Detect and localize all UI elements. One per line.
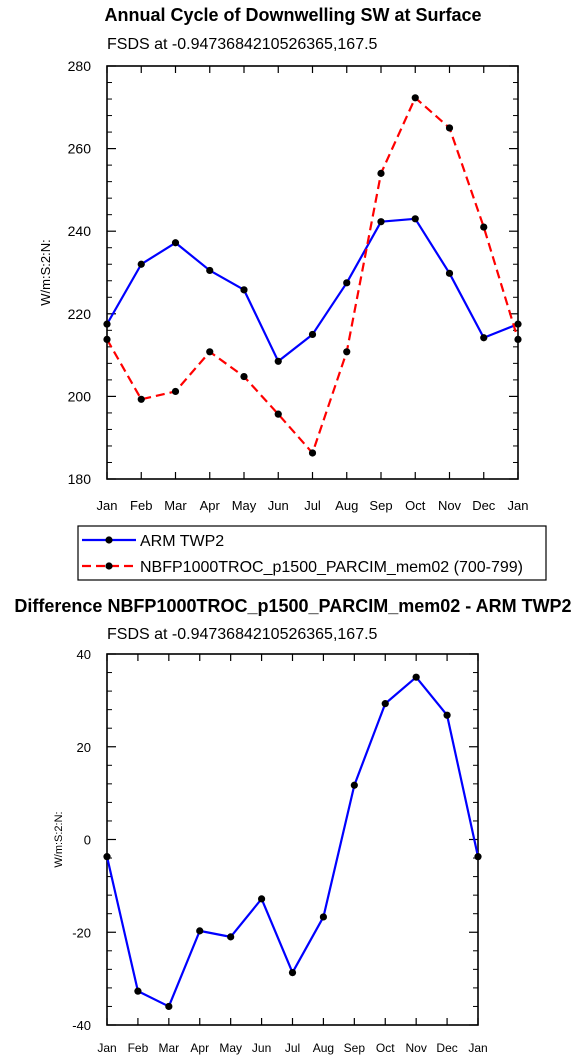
series-1-point — [474, 853, 482, 861]
series-1-point — [377, 218, 385, 226]
x-tick-label: Jun — [268, 498, 289, 513]
series-1-point — [381, 700, 389, 708]
series-2-point — [206, 348, 214, 356]
x-tick-label: Feb — [130, 498, 152, 513]
series-2-point — [171, 387, 180, 396]
chart2-subtitle: FSDS at -0.9473684210526365,167.5 — [107, 626, 378, 643]
series-1-point — [480, 334, 488, 342]
x-tick-label: Jan — [97, 1041, 116, 1055]
y-tick-label: 220 — [68, 306, 92, 322]
series-line-1 — [105, 676, 480, 1008]
series-1-point — [443, 711, 451, 719]
legend-marker-2 — [105, 562, 113, 570]
x-tick-label: Apr — [190, 1041, 209, 1055]
series-1-point — [308, 330, 317, 339]
series-1-point — [134, 987, 142, 995]
series-1-point — [319, 913, 328, 921]
x-tick-label: Aug — [313, 1041, 334, 1055]
series-2-point — [377, 169, 385, 177]
y-tick-label: 260 — [68, 141, 92, 157]
legend: ARM TWP2 NBFP1000TROC_p1500_PARCIM_mem02 … — [77, 525, 547, 581]
y-tick-label: -40 — [72, 1018, 91, 1033]
series-2-point — [308, 449, 317, 457]
x-tick-label: May — [219, 1041, 242, 1055]
series-1-point — [103, 853, 111, 861]
series-1-point — [412, 673, 420, 681]
series-1-point — [350, 781, 358, 789]
x-tick-label: Feb — [128, 1041, 149, 1055]
series-1-point — [240, 286, 248, 294]
x-tick-label: Mar — [164, 498, 187, 513]
x-tick-label: Oct — [405, 498, 426, 513]
chart-2: Jan Feb Mar Apr May Jun Jul Aug Sep Oct Nov Dec Jan-… — [53, 647, 488, 1055]
series-2-point — [480, 223, 488, 231]
series-2-point — [445, 124, 454, 132]
y-tick-label: 180 — [68, 471, 92, 487]
x-tick-label: Jul — [304, 498, 321, 513]
x-tick-label: Apr — [200, 498, 221, 513]
chart1-title: Annual Cycle of Downwelling SW at Surfac… — [104, 5, 482, 25]
series-2-point — [274, 410, 282, 418]
y-axis-label: W/m:S:2:N: — [53, 811, 65, 867]
x-tick-label: Sep — [344, 1041, 366, 1055]
legend-box — [77, 525, 547, 581]
x-tick-label: Dec — [436, 1041, 457, 1055]
y-tick-label: 20 — [77, 740, 91, 755]
series-1-point — [343, 279, 351, 287]
chart-1: Jan Feb Mar Apr May Jun Jul Aug Sep Oct Nov Dec Jan 1… — [38, 58, 528, 513]
series-1-point — [514, 320, 522, 328]
y-tick-label: 240 — [68, 223, 92, 239]
y-axis-label: W/m:S:2:N: — [38, 239, 53, 305]
series-1-point — [103, 320, 111, 328]
x-tick-label: Nov — [438, 498, 462, 513]
series-1-point — [411, 215, 419, 223]
legend-label-1: ARM TWP2 — [140, 533, 224, 550]
series-2-point — [240, 372, 248, 381]
chart1-subtitle: FSDS at -0.9473684210526365,167.5 — [107, 36, 378, 53]
series-1-point — [274, 357, 282, 365]
legend-label-2: NBFP1000TROC_p1500_PARCIM_mem02 (700-799… — [140, 559, 523, 576]
x-tick-label: May — [232, 498, 257, 513]
x-tick-label: Sep — [369, 498, 392, 513]
series-1-point — [137, 260, 145, 268]
series-2-point — [343, 348, 351, 356]
y-tick-label: -20 — [72, 925, 91, 940]
y-tick-label: 200 — [68, 388, 92, 404]
series-2-point — [103, 335, 111, 344]
legend-marker-1 — [105, 536, 113, 544]
x-tick-label: Oct — [376, 1041, 395, 1055]
series-2-point — [137, 395, 145, 403]
series-1-point — [171, 239, 180, 247]
series-1-point — [165, 1002, 173, 1011]
x-tick-label: Dec — [472, 498, 496, 513]
chart2-title: Difference NBFP1000TROC_p1500_PARCIM_mem… — [14, 596, 572, 616]
x-tick-label: Jun — [252, 1041, 271, 1055]
y-tick-label: 0 — [84, 833, 91, 848]
series-line-1 — [106, 217, 519, 363]
series-2-point — [514, 335, 522, 344]
series-1-point — [445, 269, 454, 277]
x-tick-label: Jan — [468, 1041, 487, 1055]
series-1-point — [196, 927, 204, 935]
x-tick-label: Aug — [335, 498, 358, 513]
series-1-point — [288, 968, 297, 977]
plot-frame — [106, 65, 519, 480]
series-line-2 — [106, 96, 520, 455]
series-1-point — [257, 895, 266, 903]
x-tick-label: Jul — [285, 1041, 300, 1055]
x-tick-label: Jan — [97, 498, 118, 513]
series-1-point — [227, 933, 235, 941]
x-tick-label: Mar — [158, 1041, 179, 1055]
series-1-point — [206, 266, 214, 275]
x-tick-label: Jan — [508, 498, 529, 513]
x-tick-label: Nov — [405, 1041, 426, 1055]
y-tick-label: 280 — [68, 58, 92, 74]
series-2-point — [411, 94, 419, 102]
y-tick-label: 40 — [77, 647, 91, 662]
